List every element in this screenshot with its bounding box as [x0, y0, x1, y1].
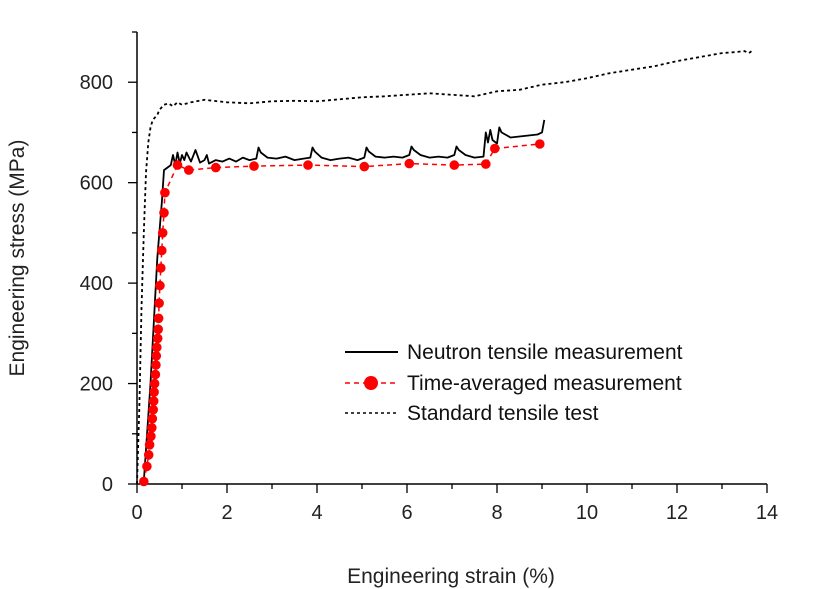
time-averaged-point [157, 228, 168, 238]
time-averaged-point [147, 423, 157, 433]
time-averaged-point [159, 208, 169, 218]
y-tick-label: 400 [80, 273, 113, 295]
time-averaged-point [151, 360, 161, 370]
x-tick-label: 2 [221, 502, 232, 524]
time-averaged-point [153, 313, 164, 324]
legend-time-averaged-marker [364, 376, 378, 390]
axes: 0 2 4 6 8 10 12 14 0 200 400 600 800 [80, 31, 778, 524]
time-averaged-point [153, 324, 163, 335]
y-tick-label: 600 [80, 173, 113, 195]
time-averaged-point [156, 263, 166, 273]
time-averaged-point [148, 396, 159, 406]
time-averaged-point [143, 450, 154, 460]
legend: Neutron tensile measurement Time-average… [345, 341, 683, 425]
time-averaged-point [303, 160, 313, 170]
time-averaged-point [147, 413, 158, 424]
time-averaged-point [155, 280, 165, 291]
time-averaged-point [160, 187, 170, 198]
time-averaged-point [249, 161, 259, 171]
y-axis-title: Engineering stress (MPa) [6, 140, 29, 377]
x-tick-label: 6 [401, 502, 412, 524]
time-averaged-point [146, 431, 156, 442]
legend-standard-label: Standard tensile test [407, 402, 599, 425]
x-tick-label: 14 [756, 502, 778, 524]
time-averaged-point [172, 160, 183, 170]
y-tick-label: 200 [80, 374, 113, 396]
time-averaged-point [154, 298, 164, 309]
time-averaged-point [481, 159, 491, 169]
x-tick-label: 10 [576, 502, 598, 524]
legend-time-averaged-label: Time-averaged measurement [407, 372, 682, 395]
y-tick-label: 800 [80, 72, 113, 94]
time-averaged-point [149, 387, 159, 397]
time-averaged-point [490, 143, 500, 154]
series-line-standard-tensile-test [136, 48, 755, 485]
series-layer [136, 48, 755, 487]
time-averaged-point [157, 245, 167, 256]
time-averaged-point [535, 139, 545, 149]
time-averaged-point [211, 162, 221, 173]
time-averaged-point [449, 160, 460, 170]
x-tick-label: 8 [491, 502, 502, 524]
time-averaged-point [152, 333, 163, 344]
legend-neutron-label: Neutron tensile measurement [407, 341, 683, 364]
time-averaged-point [152, 342, 162, 353]
x-tick-label: 12 [666, 502, 688, 524]
time-averaged-point [359, 161, 370, 172]
time-averaged-point [150, 369, 161, 380]
time-averaged-point [148, 404, 158, 415]
x-tick-label: 4 [311, 502, 322, 524]
time-averaged-point [144, 440, 155, 450]
x-axis-title: Engineering strain (%) [347, 565, 555, 588]
time-averaged-point [139, 476, 149, 487]
series-line-time-averaged-measurement [143, 143, 540, 482]
time-averaged-point [404, 158, 415, 169]
time-averaged-point [184, 165, 194, 175]
x-tick-label: 0 [131, 502, 142, 524]
time-averaged-point [151, 351, 162, 361]
y-tick-label: 0 [102, 474, 113, 496]
time-averaged-point [149, 378, 160, 389]
series-line-neutron-tensile-measurement [142, 119, 546, 482]
time-averaged-point [142, 461, 152, 472]
